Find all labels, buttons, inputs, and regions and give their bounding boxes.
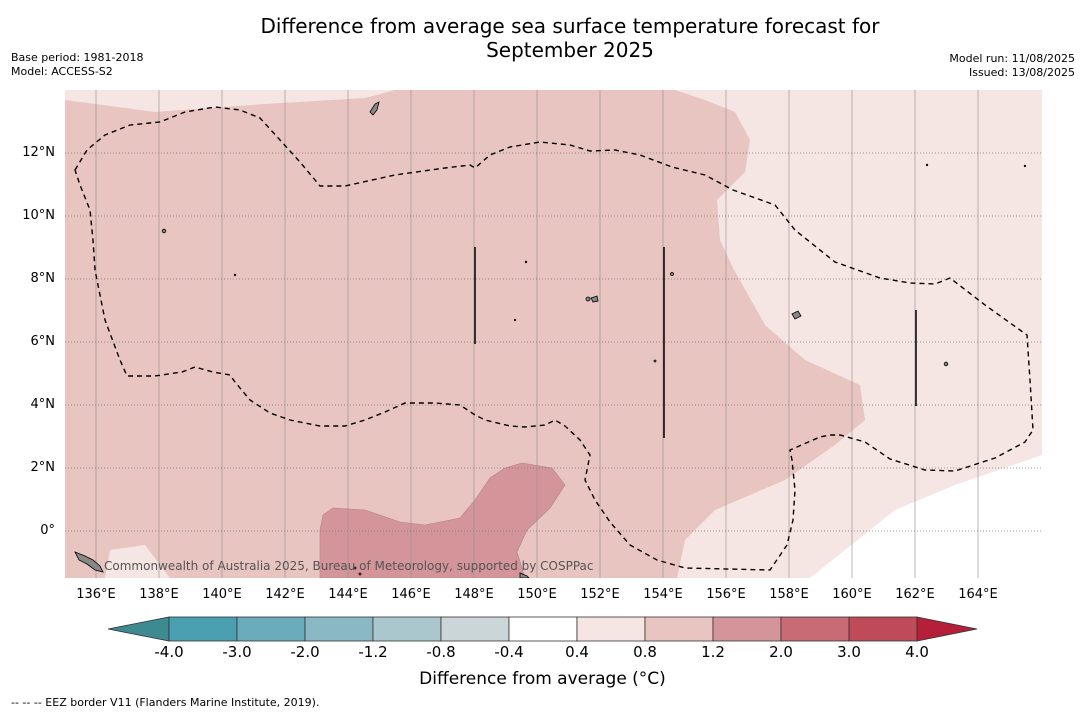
- lon-label: 148°E: [454, 587, 494, 602]
- model-name: Model: ACCESS-S2: [11, 65, 113, 78]
- colorbar-label: 4.0: [905, 643, 929, 661]
- title-line-2: September 2025: [486, 38, 654, 62]
- lon-label: 164°E: [958, 587, 998, 602]
- lon-label: 162°E: [895, 587, 935, 602]
- colorbar-label: 0.8: [633, 643, 657, 661]
- colorbar-cell: [576, 616, 646, 642]
- anomaly-region-neutral: [810, 455, 1042, 578]
- chart-title: Difference from average sea surface temp…: [200, 14, 940, 62]
- colorbar-cell: [372, 616, 442, 642]
- colorbar-label: -3.0: [222, 643, 252, 661]
- colorbar-cell: [508, 616, 578, 642]
- credit-text: Commonwealth of Australia 2025, Bureau o…: [104, 559, 594, 573]
- island: [1023, 164, 1027, 168]
- island: [161, 228, 167, 234]
- colorbar-cell: [848, 616, 918, 642]
- lon-label: 140°E: [202, 587, 242, 602]
- colorbar-cell: [780, 616, 850, 642]
- longitude-gridlines: [95, 90, 979, 578]
- colorbar-label: 1.2: [701, 643, 725, 661]
- anomaly-region-0.4-0.8-southwest: [105, 545, 170, 578]
- island: [585, 296, 591, 302]
- lon-label: 146°E: [391, 587, 431, 602]
- title-line-1: Difference from average sea surface temp…: [260, 14, 880, 38]
- island: [358, 572, 362, 576]
- colorbar-extend-low: [107, 616, 170, 642]
- meta-left: Base period: 1981-2018 Model: ACCESS-S2: [11, 51, 143, 79]
- lon-label: 136°E: [76, 587, 116, 602]
- island: [925, 163, 929, 167]
- lat-label: 12°N: [22, 145, 55, 160]
- anomaly-region-1.2-2.0: [319, 462, 566, 578]
- issued-date: Issued: 13/08/2025: [968, 66, 1075, 79]
- colorbar-label: -0.8: [426, 643, 456, 661]
- eez-borders: [74, 106, 1034, 571]
- colorbar-cell: [168, 616, 238, 642]
- colorbar-label: -1.2: [358, 643, 388, 661]
- colorbar-label: -4.0: [154, 643, 184, 661]
- island: [653, 359, 657, 363]
- colorbar-label: -2.0: [290, 643, 320, 661]
- island: [670, 272, 674, 276]
- lat-label: 0°: [40, 523, 55, 538]
- lon-label: 158°E: [769, 587, 809, 602]
- colorbar-label: 3.0: [837, 643, 861, 661]
- colorbar-label: 0.4: [565, 643, 589, 661]
- lat-label: 10°N: [22, 208, 55, 223]
- colorbar-cell: [236, 616, 306, 642]
- island: [513, 318, 517, 322]
- sst-anomaly-map: [65, 90, 1042, 578]
- islands: [74, 101, 1027, 578]
- lat-label: 2°N: [30, 460, 56, 475]
- island: [524, 260, 528, 264]
- anomaly-region-0.4-0.8-east: [675, 90, 1042, 578]
- lon-label: 154°E: [643, 587, 683, 602]
- island-south: [519, 572, 530, 578]
- colorbar-svg: [107, 616, 978, 642]
- lat-label: 8°N: [30, 271, 56, 286]
- colorbar-label: 2.0: [769, 643, 793, 661]
- colorbar-cell: [440, 616, 510, 642]
- map-svg: [65, 90, 1042, 578]
- lon-label: 156°E: [706, 587, 746, 602]
- island-north: [369, 101, 380, 116]
- model-run: Model run: 11/08/2025: [949, 52, 1075, 65]
- lon-label: 142°E: [265, 587, 305, 602]
- eez-solid-segments: [474, 247, 917, 438]
- island: [791, 310, 802, 320]
- lon-label: 150°E: [517, 587, 557, 602]
- colorbar-cell: [304, 616, 374, 642]
- colorbar: [107, 616, 978, 646]
- island: [353, 566, 357, 570]
- colorbar-cell: [644, 616, 714, 642]
- eez-footnote: -- -- -- EEZ border V11 (Flanders Marine…: [11, 696, 320, 709]
- anomaly-region-0.4-0.8-north: [65, 90, 395, 112]
- lon-label: 144°E: [328, 587, 368, 602]
- island: [943, 361, 949, 367]
- lon-label: 152°E: [580, 587, 620, 602]
- island: [233, 273, 237, 277]
- island: [590, 295, 599, 303]
- lon-label: 160°E: [832, 587, 872, 602]
- colorbar-label: -0.4: [494, 643, 524, 661]
- lat-label: 4°N: [30, 397, 56, 412]
- meta-right: Model run: 11/08/2025 Issued: 13/08/2025: [949, 52, 1075, 80]
- island-southwest: [74, 551, 104, 573]
- base-period: Base period: 1981-2018: [11, 51, 144, 64]
- latitude-gridlines: [65, 152, 1042, 532]
- colorbar-title: Difference from average (°C): [419, 669, 666, 689]
- colorbar-cell: [712, 616, 782, 642]
- lon-label: 138°E: [139, 587, 179, 602]
- colorbar-extend-high: [916, 616, 978, 642]
- lat-label: 6°N: [30, 334, 56, 349]
